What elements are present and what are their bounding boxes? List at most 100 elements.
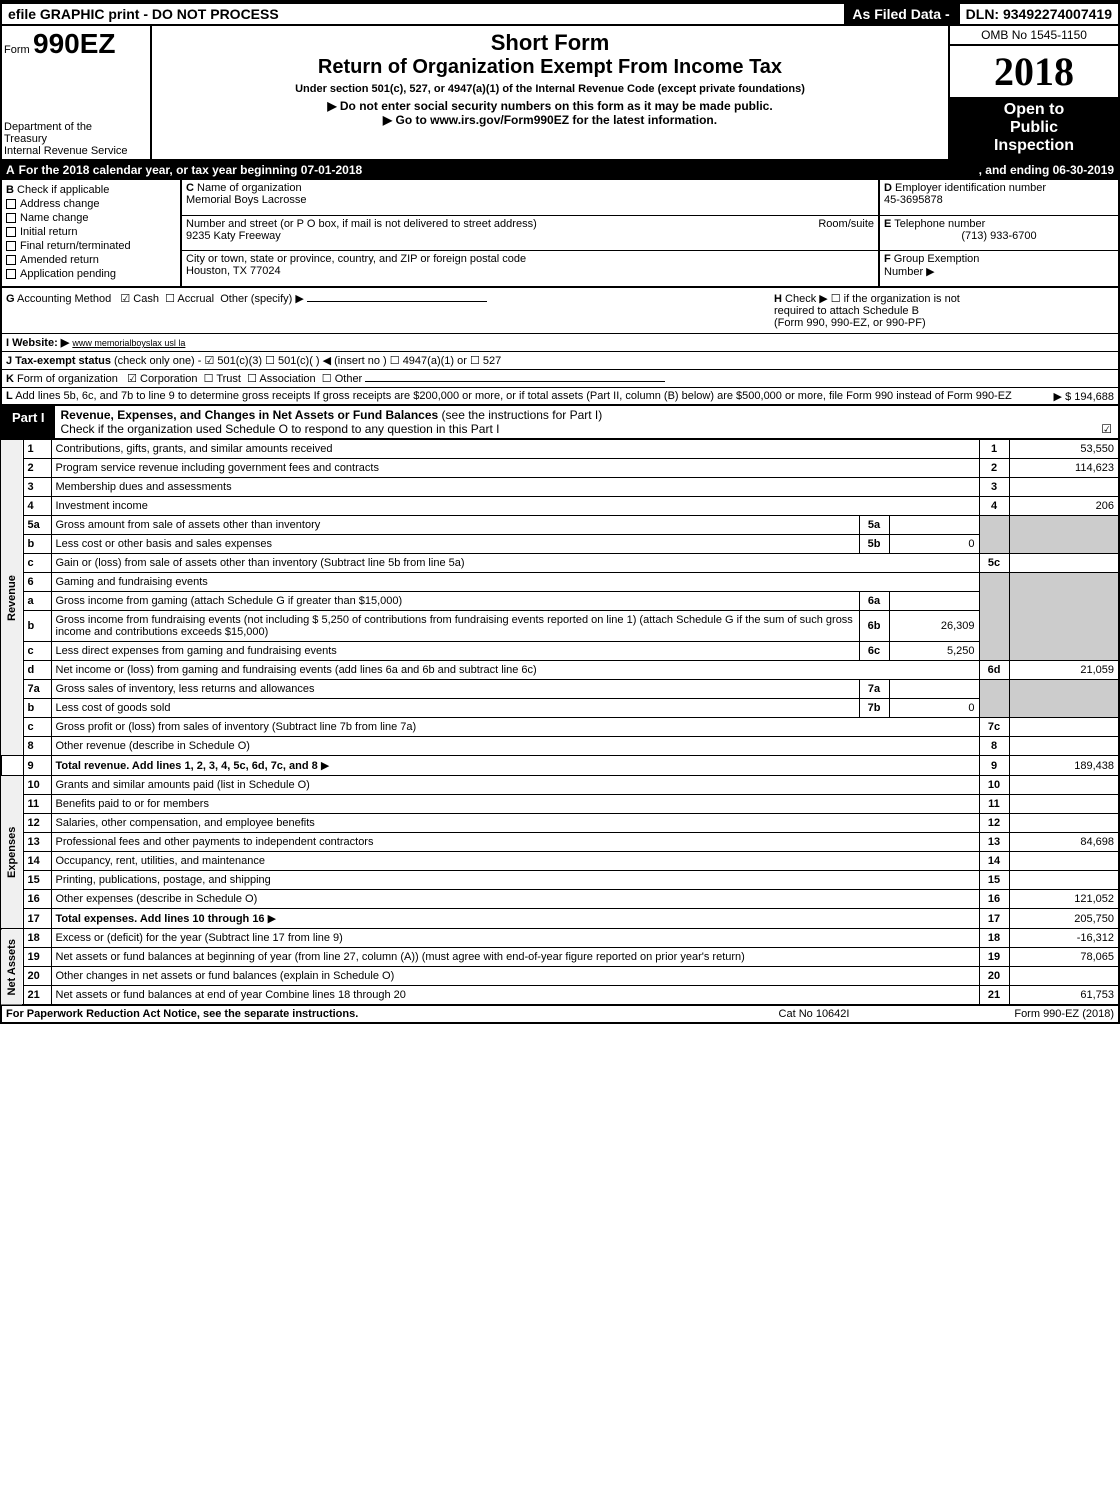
sub-amt [889, 592, 979, 611]
line-desc: Contributions, gifts, grants, and simila… [51, 440, 979, 459]
line-desc: Net assets or fund balances at beginning… [51, 948, 979, 967]
group-lbl2: Number ▶ [884, 266, 935, 278]
part-1-title: Revenue, Expenses, and Changes in Net As… [55, 406, 1118, 438]
sub-amt: 26,309 [889, 611, 979, 642]
k-row: K Form of organization ☑ Corporation ☐ T… [0, 370, 1120, 388]
sub-num: 6c [859, 642, 889, 661]
h-required: required to attach Schedule B [774, 305, 919, 317]
line-rn: 3 [979, 478, 1009, 497]
form-title-block: Form 990EZ [4, 28, 148, 60]
table-row: cGain or (loss) from sale of assets othe… [1, 554, 1119, 573]
line-num: 6 [23, 573, 51, 592]
line-amt: 121,052 [1009, 890, 1119, 909]
header-right: OMB No 1545-1150 2018 Open to Public Ins… [948, 26, 1118, 159]
table-row: 16Other expenses (describe in Schedule O… [1, 890, 1119, 909]
part-1-checked[interactable]: ☑ [1101, 422, 1112, 436]
group-lbl: Group Exemption [894, 253, 980, 265]
shaded [1009, 516, 1119, 554]
line-desc: Printing, publications, postage, and shi… [51, 871, 979, 890]
sub-num: 6a [859, 592, 889, 611]
table-row: 5aGross amount from sale of assets other… [1, 516, 1119, 535]
open-public-box: Open to Public Inspection [950, 97, 1118, 159]
table-row: 3Membership dues and assessments3 [1, 478, 1119, 497]
line-amt [1009, 737, 1119, 756]
j-row: J Tax-exempt status (check only one) - ☑… [0, 352, 1120, 370]
h-check[interactable]: Check ▶ ☐ if the organization is not [785, 293, 960, 305]
chk-amended[interactable]: Amended return [6, 254, 176, 266]
k-label: K [6, 373, 14, 385]
sub-amt: 0 [889, 535, 979, 554]
chk-final[interactable]: Final return/terminated [6, 240, 176, 252]
l-label: L [6, 390, 13, 402]
line-amt [1009, 967, 1119, 986]
section-h: H Check ▶ ☐ if the organization is not r… [774, 292, 1114, 329]
table-row: 2Program service revenue including gover… [1, 459, 1119, 478]
total-revenue-label: Total revenue. Add lines 1, 2, 3, 4, 5c,… [56, 760, 318, 772]
checkbox-icon [6, 227, 16, 237]
line-desc: Gain or (loss) from sale of assets other… [51, 554, 979, 573]
line-rn: 7c [979, 718, 1009, 737]
g-cash[interactable]: ☑ Cash [120, 293, 159, 305]
line-amt [1009, 776, 1119, 795]
chk-pending-label: Application pending [20, 268, 116, 280]
goto-link[interactable]: ▶ Go to www.irs.gov/Form990EZ for the la… [156, 113, 944, 127]
j-text: (check only one) - ☑ 501(c)(3) ☐ 501(c)(… [114, 355, 501, 367]
f-label: F [884, 253, 891, 265]
checkbox-icon [6, 213, 16, 223]
line-num: d [23, 661, 51, 680]
k-other[interactable]: ☐ Other [322, 373, 362, 385]
line-desc: Grants and similar amounts paid (list in… [51, 776, 979, 795]
g-accrual[interactable]: ☐ Accrual [165, 293, 214, 305]
omb-number: OMB No 1545-1150 [950, 26, 1118, 46]
checkbox-icon [6, 199, 16, 209]
h-label: H [774, 293, 782, 305]
table-row: 21Net assets or fund balances at end of … [1, 986, 1119, 1006]
line-amt: 189,438 [1009, 756, 1119, 776]
line-amt: 84,698 [1009, 833, 1119, 852]
line-desc: Total expenses. Add lines 10 through 16 … [51, 909, 979, 929]
k-trust[interactable]: ☐ Trust [204, 373, 241, 385]
line-amt [1009, 554, 1119, 573]
k-assoc[interactable]: ☐ Association [247, 373, 316, 385]
line-rn: 10 [979, 776, 1009, 795]
line-num: 17 [23, 909, 51, 929]
return-title: Return of Organization Exempt From Incom… [156, 56, 944, 79]
line-desc: Total revenue. Add lines 1, 2, 3, 4, 5c,… [51, 756, 979, 776]
section-b: B Check if applicable Address change Nam… [2, 180, 182, 286]
chk-pending[interactable]: Application pending [6, 268, 176, 280]
g-acct: Accounting Method [17, 293, 111, 305]
chk-name-label: Name change [20, 212, 89, 224]
line-rn: 6d [979, 661, 1009, 680]
table-row: 20Other changes in net assets or fund ba… [1, 967, 1119, 986]
table-row: 7aGross sales of inventory, less returns… [1, 680, 1119, 699]
website-url[interactable]: www memorialboyslax usl la [72, 338, 185, 348]
table-row: Net Assets 18Excess or (deficit) for the… [1, 929, 1119, 948]
line-rn: 8 [979, 737, 1009, 756]
line-rn: 2 [979, 459, 1009, 478]
g-other[interactable]: Other (specify) ▶ [220, 293, 304, 305]
table-row: 14Occupancy, rent, utilities, and mainte… [1, 852, 1119, 871]
table-row: 15Printing, publications, postage, and s… [1, 871, 1119, 890]
part-1-table: Revenue 1Contributions, gifts, grants, a… [0, 439, 1120, 1006]
line-amt: 61,753 [1009, 986, 1119, 1006]
org-addr: 9235 Katy Freeway [186, 230, 281, 242]
sub-num: 7b [859, 699, 889, 718]
footer-right: Form 990-EZ (2018) [914, 1008, 1114, 1020]
revenue-label: Revenue [1, 440, 23, 756]
line-num: 19 [23, 948, 51, 967]
e-cell: E Telephone number (713) 933-6700 [880, 216, 1118, 252]
line-num: 5a [23, 516, 51, 535]
l-text: Add lines 5b, 6c, and 7b to line 9 to de… [15, 390, 1012, 402]
footer: For Paperwork Reduction Act Notice, see … [0, 1006, 1120, 1024]
g-label: G [6, 293, 15, 305]
chk-name[interactable]: Name change [6, 212, 176, 224]
k-corp[interactable]: ☑ Corporation [127, 373, 197, 385]
table-row: 13Professional fees and other payments t… [1, 833, 1119, 852]
line-desc: Membership dues and assessments [51, 478, 979, 497]
chk-address[interactable]: Address change [6, 198, 176, 210]
section-c: C Name of organization Memorial Boys Lac… [182, 180, 878, 286]
chk-initial[interactable]: Initial return [6, 226, 176, 238]
line-desc: Less cost of goods sold [51, 699, 859, 718]
section-def: D Employer identification number 45-3695… [878, 180, 1118, 286]
line-amt: 206 [1009, 497, 1119, 516]
